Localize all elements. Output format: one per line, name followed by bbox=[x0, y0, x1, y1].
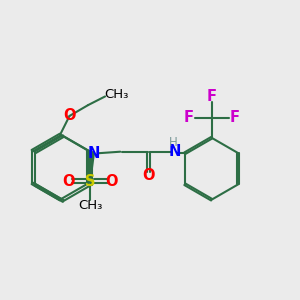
Text: O: O bbox=[142, 168, 155, 183]
Text: O: O bbox=[62, 174, 75, 189]
Text: S: S bbox=[85, 174, 95, 189]
Text: H: H bbox=[169, 136, 177, 149]
Text: CH₃: CH₃ bbox=[78, 199, 102, 212]
Text: O: O bbox=[106, 174, 118, 189]
Text: F: F bbox=[230, 110, 240, 125]
Text: O: O bbox=[63, 108, 76, 123]
Text: N: N bbox=[88, 146, 100, 161]
Text: F: F bbox=[207, 89, 217, 104]
Text: N: N bbox=[168, 144, 181, 159]
Text: CH₃: CH₃ bbox=[104, 88, 128, 101]
Text: F: F bbox=[183, 110, 194, 125]
